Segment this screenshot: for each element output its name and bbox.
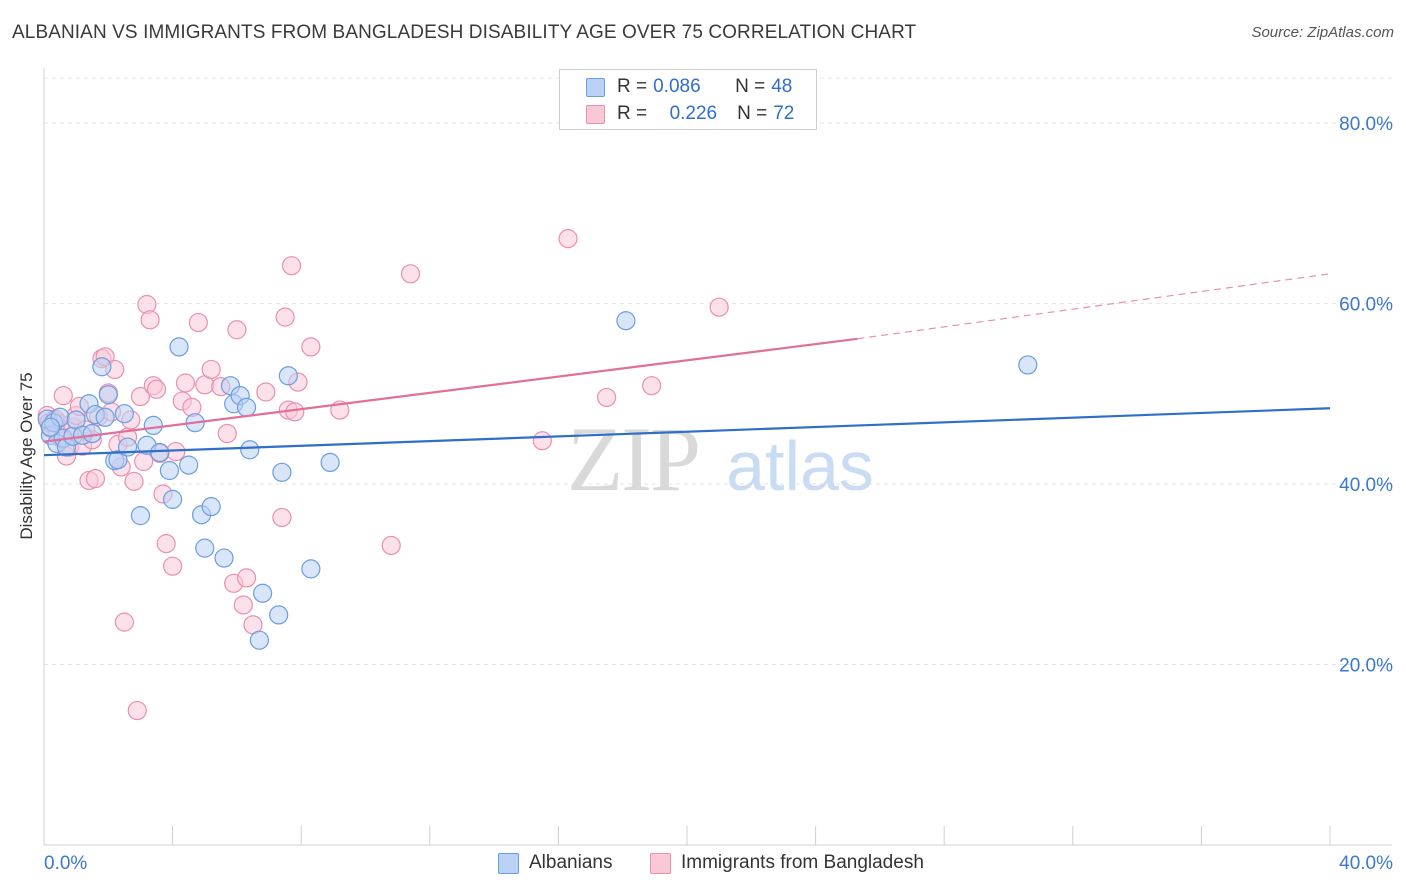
bangladesh-trend-extension bbox=[857, 273, 1331, 340]
bangladesh-point bbox=[227, 320, 247, 340]
albanian-point bbox=[98, 385, 118, 405]
bangladesh-point bbox=[175, 373, 196, 393]
bangladesh-point bbox=[381, 535, 401, 556]
watermark: ZIP atlas bbox=[567, 408, 874, 510]
x-tick-label: 0.0% bbox=[44, 853, 87, 874]
tick-labels: 20.0% 40.0% 60.0% 80.0% 0.0% 40.0% bbox=[44, 114, 1393, 874]
albanian-point bbox=[278, 366, 298, 386]
albanian-point bbox=[95, 407, 115, 427]
legend-bangladesh[interactable]: Immigrants from Bangladesh bbox=[650, 852, 924, 874]
albanian-point bbox=[236, 397, 257, 417]
bangladesh-point bbox=[597, 387, 617, 408]
bangladesh-point bbox=[532, 431, 552, 451]
n-value: 72 bbox=[773, 103, 795, 124]
trend-lines bbox=[43, 273, 1331, 457]
albanian-point bbox=[159, 460, 179, 481]
albanian-point bbox=[169, 337, 189, 357]
bangladesh-point bbox=[642, 376, 662, 396]
x-tick-label: 40.0% bbox=[1339, 853, 1393, 874]
bangladesh-point bbox=[124, 471, 144, 491]
y-tick-label: 40.0% bbox=[1339, 475, 1393, 496]
bangladesh-point bbox=[275, 307, 295, 327]
blue-swatch bbox=[498, 852, 519, 874]
albanian-point bbox=[163, 489, 183, 509]
bangladesh-point bbox=[85, 469, 106, 489]
albanian-point bbox=[249, 630, 270, 650]
albanian-point bbox=[616, 311, 636, 331]
blue-swatch bbox=[586, 77, 605, 97]
bangladesh-point bbox=[272, 507, 292, 528]
axes bbox=[43, 68, 1392, 846]
bangladesh-point bbox=[256, 382, 276, 402]
albanian-point bbox=[179, 455, 199, 475]
albanian-point bbox=[143, 415, 163, 436]
y-tick-label: 80.0% bbox=[1339, 114, 1393, 135]
r-value: 0.086 bbox=[653, 76, 701, 97]
bangladesh-point bbox=[709, 297, 729, 317]
series-legend: Albanians Immigrants from Bangladesh bbox=[0, 852, 1406, 878]
albanian-point bbox=[1018, 355, 1038, 375]
albanian-point bbox=[108, 450, 128, 470]
n-value: 48 bbox=[771, 76, 793, 97]
albanian-point bbox=[150, 442, 170, 463]
albanian-point bbox=[272, 462, 292, 482]
legend-row-bangladesh: R = 0.226 N = 72 bbox=[586, 102, 812, 126]
legend-albanians[interactable]: Albanians bbox=[498, 852, 612, 874]
watermark-zip: ZIP bbox=[567, 408, 699, 510]
y-tick-label: 20.0% bbox=[1339, 656, 1393, 677]
albanian-point bbox=[92, 357, 112, 377]
watermark-atlas: atlas bbox=[726, 427, 874, 505]
bangladesh-point bbox=[53, 386, 73, 406]
albanian-point bbox=[301, 559, 321, 579]
pink-swatch bbox=[586, 104, 605, 124]
bangladesh-point bbox=[233, 595, 253, 615]
bangladesh-point bbox=[285, 402, 305, 422]
data-points bbox=[37, 229, 1038, 721]
bangladesh-point bbox=[217, 423, 237, 444]
bangladesh-point bbox=[400, 264, 421, 284]
y-tick-label: 60.0% bbox=[1339, 295, 1393, 316]
n-label: N = bbox=[737, 103, 768, 124]
bangladesh-point bbox=[127, 700, 147, 721]
legend-bangladesh-label: Immigrants from Bangladesh bbox=[681, 852, 924, 873]
albanian-point bbox=[195, 538, 215, 558]
bangladesh-point bbox=[114, 612, 134, 632]
legend-row-albanians: R = 0.086 N = 48 bbox=[586, 75, 810, 99]
bangladesh-point bbox=[281, 256, 302, 276]
bangladesh-point bbox=[156, 534, 176, 554]
source-label: Source: ZipAtlas.com bbox=[1251, 24, 1394, 41]
bangladesh-point bbox=[236, 568, 257, 588]
albanian-point bbox=[320, 452, 340, 473]
albanian-point bbox=[201, 497, 221, 517]
albanian-point bbox=[214, 548, 234, 568]
albanian-point bbox=[240, 440, 260, 460]
albanian-point bbox=[269, 605, 289, 625]
albanian-point bbox=[40, 417, 61, 437]
bangladesh-point bbox=[558, 229, 578, 249]
albanian-point bbox=[130, 506, 151, 526]
bangladesh-point bbox=[146, 379, 167, 399]
bangladesh-point bbox=[134, 451, 154, 472]
r-label: R = bbox=[617, 76, 648, 97]
bangladesh-point bbox=[301, 337, 321, 357]
r-label: R = bbox=[617, 103, 648, 124]
albanian-point bbox=[114, 404, 134, 424]
bangladesh-point bbox=[130, 386, 151, 407]
r-value: 0.226 bbox=[669, 103, 718, 124]
albanian-trend-line bbox=[43, 407, 1331, 457]
chart-title: ALBANIAN VS IMMIGRANTS FROM BANGLADESH D… bbox=[12, 22, 917, 43]
bangladesh-trend-line bbox=[43, 337, 858, 443]
n-label: N = bbox=[735, 76, 766, 97]
legend-albanians-label: Albanians bbox=[529, 852, 613, 873]
bangladesh-point bbox=[140, 310, 160, 330]
stats-legend: R = 0.086 N = 48 R = 0.226 N = 72 bbox=[559, 69, 817, 130]
pink-swatch bbox=[650, 852, 671, 874]
bangladesh-point bbox=[201, 359, 221, 380]
bangladesh-point bbox=[163, 556, 183, 576]
albanian-point bbox=[253, 583, 273, 603]
bangladesh-point bbox=[188, 312, 208, 333]
albanian-point bbox=[82, 423, 102, 444]
